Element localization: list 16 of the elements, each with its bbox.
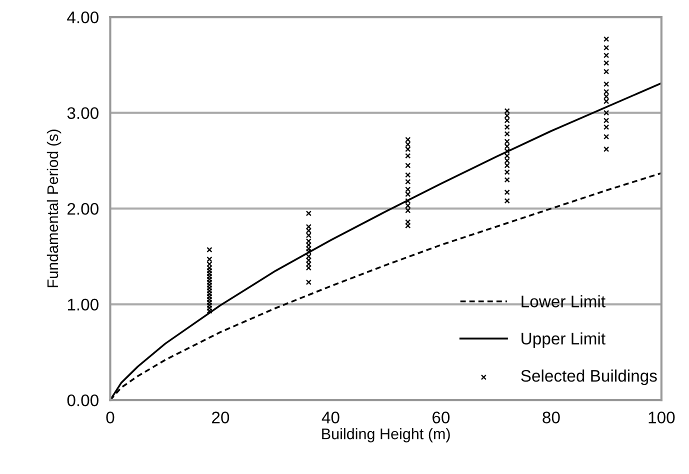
x-tick-label: 20 (212, 412, 230, 424)
x-tick-label: 40 (322, 412, 340, 424)
y-tick-label: 4.00 (67, 11, 98, 24)
legend-label: Lower Limit (522, 295, 606, 308)
y-axis-title: Fundamental Period (s) (46, 130, 62, 288)
y-tick-label: 0.00 (67, 394, 98, 406)
x-tick-label: 0 (106, 412, 114, 424)
y-tick-label: 1.00 (68, 298, 98, 311)
y-tick-label: 3.00 (67, 107, 98, 120)
x-tick-label: 60 (432, 412, 450, 424)
legend-label: Selected Buildings (521, 370, 657, 386)
x-tick-label: 80 (542, 412, 560, 424)
x-tick-label: 100 (648, 412, 675, 424)
legend-label: Upper Limit (522, 332, 606, 348)
x-axis-title: Building Height (m) (322, 428, 450, 442)
y-tick-label: 2.00 (68, 202, 98, 215)
